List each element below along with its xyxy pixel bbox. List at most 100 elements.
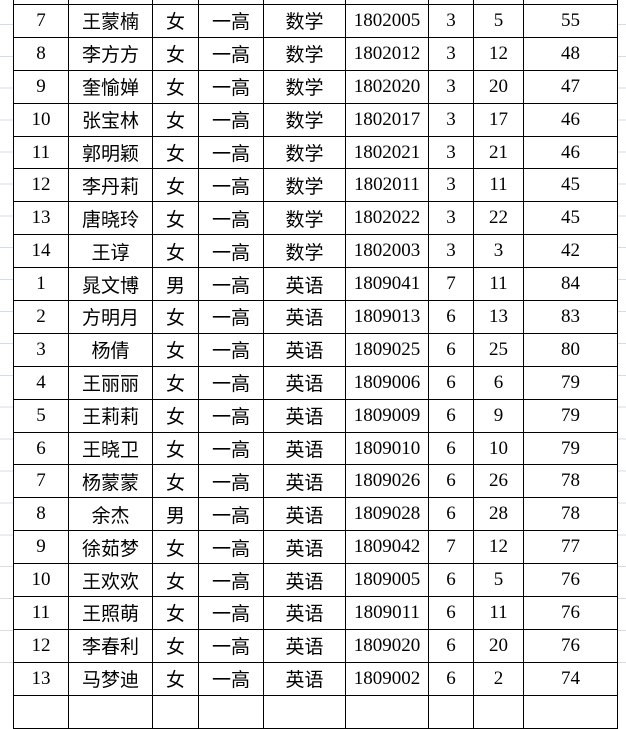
table-cell-subject[interactable]: 英语 <box>263 596 346 630</box>
table-cell-school[interactable]: 一高 <box>198 168 264 203</box>
table-cell-name[interactable]: 王莉莉 <box>68 398 153 433</box>
table-cell-number-1[interactable]: 3 <box>428 4 474 38</box>
table-cell-rank[interactable]: 10 <box>13 563 69 598</box>
table-cell-score[interactable] <box>523 694 618 729</box>
table-cell-number-1[interactable]: 6 <box>428 300 474 334</box>
table-cell-number-2[interactable]: 25 <box>473 332 524 367</box>
table-cell-score[interactable]: 74 <box>523 661 618 696</box>
table-cell-school[interactable]: 一高 <box>198 596 264 630</box>
table-cell-school[interactable]: 一高 <box>198 530 264 565</box>
table-cell-score[interactable]: 80 <box>523 332 618 367</box>
table-cell-number-2[interactable]: 22 <box>473 201 524 236</box>
table-cell-student-id[interactable]: 1802011 <box>345 168 429 203</box>
table-cell-rank[interactable]: 12 <box>13 628 69 663</box>
table-cell-student-id[interactable]: 1802003 <box>345 234 429 269</box>
table-cell-name[interactable]: 王谆 <box>68 234 153 269</box>
table-cell-number-2[interactable]: 11 <box>473 596 524 630</box>
table-cell-number-2[interactable] <box>473 694 524 729</box>
table-cell-number-2[interactable]: 12 <box>473 36 524 71</box>
table-cell-rank[interactable]: 6 <box>13 431 69 466</box>
table-cell-school[interactable]: 一高 <box>198 628 264 663</box>
table-cell-gender[interactable]: 女 <box>152 168 199 203</box>
table-cell-subject[interactable]: 数学 <box>263 135 346 170</box>
table-cell-student-id[interactable]: 1802017 <box>345 102 429 137</box>
table-cell-number-2[interactable]: 20 <box>473 69 524 104</box>
table-cell-number-2[interactable]: 28 <box>473 497 524 532</box>
table-cell-school[interactable]: 一高 <box>198 464 264 499</box>
table-cell-name[interactable]: 李方方 <box>68 36 153 71</box>
table-cell-subject[interactable]: 英语 <box>263 267 346 302</box>
table-cell-student-id[interactable]: 1802005 <box>345 4 429 38</box>
table-cell-rank[interactable]: 10 <box>13 102 69 137</box>
table-cell-name[interactable]: 马梦迪 <box>68 661 153 696</box>
table-cell-gender[interactable]: 男 <box>152 497 199 532</box>
table-cell-name[interactable]: 余杰 <box>68 497 153 532</box>
table-cell-gender[interactable]: 女 <box>152 300 199 334</box>
table-cell-gender[interactable]: 女 <box>152 36 199 71</box>
table-cell-gender[interactable]: 女 <box>152 365 199 400</box>
table-cell-number-1[interactable]: 3 <box>428 102 474 137</box>
table-cell-student-id[interactable]: 1809010 <box>345 431 429 466</box>
table-cell-name[interactable]: 郭明颖 <box>68 135 153 170</box>
table-cell-name[interactable]: 唐晓玲 <box>68 201 153 236</box>
table-cell-score[interactable]: 42 <box>523 234 618 269</box>
table-cell-number-1[interactable]: 3 <box>428 168 474 203</box>
table-cell-gender[interactable]: 女 <box>152 102 199 137</box>
table-cell-number-1[interactable]: 6 <box>428 464 474 499</box>
table-cell-gender[interactable]: 女 <box>152 563 199 598</box>
table-cell-number-2[interactable]: 17 <box>473 102 524 137</box>
table-cell-name[interactable]: 李丹莉 <box>68 168 153 203</box>
table-cell-subject[interactable] <box>263 694 346 729</box>
table-cell-name[interactable]: 晁文博 <box>68 267 153 302</box>
table-cell-rank[interactable]: 13 <box>13 201 69 236</box>
table-cell-number-2[interactable]: 13 <box>473 300 524 334</box>
table-cell-number-1[interactable]: 7 <box>428 530 474 565</box>
table-cell-name[interactable]: 王欢欢 <box>68 563 153 598</box>
table-cell-gender[interactable]: 女 <box>152 530 199 565</box>
table-cell-score[interactable]: 78 <box>523 464 618 499</box>
table-cell-score[interactable]: 47 <box>523 69 618 104</box>
table-cell-student-id[interactable]: 1809020 <box>345 628 429 663</box>
table-cell-name[interactable]: 杨蒙蒙 <box>68 464 153 499</box>
table-cell-subject[interactable]: 数学 <box>263 201 346 236</box>
table-cell-name[interactable]: 徐茹梦 <box>68 530 153 565</box>
table-cell-school[interactable] <box>198 694 264 729</box>
table-cell-score[interactable]: 45 <box>523 201 618 236</box>
table-cell-gender[interactable]: 男 <box>152 267 199 302</box>
table-cell-score[interactable]: 79 <box>523 398 618 433</box>
table-cell-student-id[interactable]: 1809009 <box>345 398 429 433</box>
table-cell-subject[interactable]: 英语 <box>263 661 346 696</box>
table-cell-student-id[interactable]: 1809006 <box>345 365 429 400</box>
table-cell-subject[interactable]: 英语 <box>263 332 346 367</box>
table-cell-number-1[interactable]: 6 <box>428 431 474 466</box>
table-cell-score[interactable]: 83 <box>523 300 618 334</box>
table-cell-student-id[interactable]: 1809025 <box>345 332 429 367</box>
table-cell-school[interactable]: 一高 <box>198 300 264 334</box>
table-cell-number-1[interactable]: 3 <box>428 69 474 104</box>
table-cell-gender[interactable]: 女 <box>152 201 199 236</box>
table-cell-subject[interactable]: 英语 <box>263 628 346 663</box>
table-cell-name[interactable]: 王晓卫 <box>68 431 153 466</box>
table-cell-rank[interactable]: 7 <box>13 464 69 499</box>
table-cell-school[interactable]: 一高 <box>198 497 264 532</box>
table-cell-number-2[interactable]: 11 <box>473 267 524 302</box>
table-cell-number-1[interactable]: 3 <box>428 201 474 236</box>
table-cell-subject[interactable]: 数学 <box>263 234 346 269</box>
table-cell-gender[interactable]: 女 <box>152 234 199 269</box>
table-cell-name[interactable]: 张宝林 <box>68 102 153 137</box>
table-cell-student-id[interactable]: 1809011 <box>345 596 429 630</box>
table-cell-rank[interactable]: 4 <box>13 365 69 400</box>
table-cell-student-id[interactable]: 1802021 <box>345 135 429 170</box>
table-cell-number-2[interactable]: 5 <box>473 4 524 38</box>
table-cell-school[interactable]: 一高 <box>198 234 264 269</box>
table-cell-number-2[interactable]: 9 <box>473 398 524 433</box>
table-cell-number-2[interactable]: 10 <box>473 431 524 466</box>
table-cell-student-id[interactable]: 1802020 <box>345 69 429 104</box>
table-cell-school[interactable]: 一高 <box>198 661 264 696</box>
table-cell-school[interactable]: 一高 <box>198 563 264 598</box>
table-cell-school[interactable]: 一高 <box>198 69 264 104</box>
table-cell-rank[interactable]: 7 <box>13 4 69 38</box>
table-cell-number-1[interactable] <box>428 694 474 729</box>
table-cell-student-id[interactable]: 1809026 <box>345 464 429 499</box>
table-cell-name[interactable] <box>68 694 153 729</box>
